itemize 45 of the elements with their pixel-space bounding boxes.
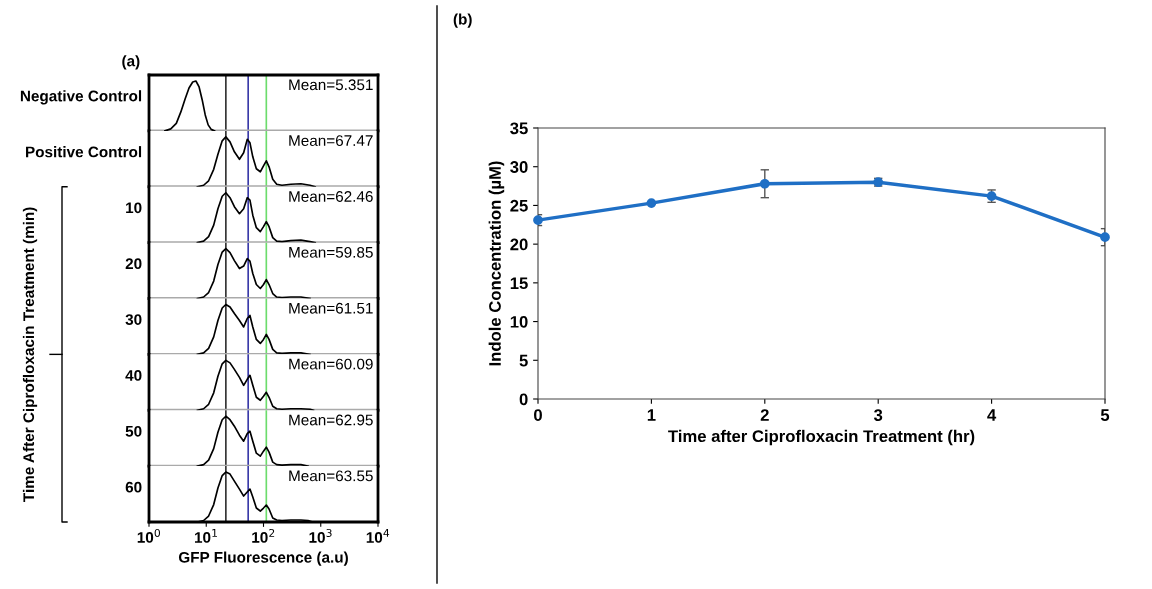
y-axis-title: 30 [125, 314, 142, 325]
y-axis-title: Negative Control [20, 90, 142, 105]
annotation: Mean=62.46 [289, 191, 373, 202]
y-axis-title: 20 [125, 258, 142, 270]
x-tick-label: 2 [760, 409, 769, 421]
point [759, 178, 770, 189]
y-axis-title: 50 [125, 425, 142, 437]
y-tick-label: 15 [510, 277, 528, 290]
y-axis-title: 10 [126, 202, 142, 214]
annotation: Mean=62.95 [289, 414, 373, 426]
annotation: Mean=61.51 [289, 302, 373, 314]
x-axis-title: Time after Ciprofloxacin Treatment (hr) [668, 429, 975, 446]
x-tick-label: 1 [647, 409, 656, 421]
x-tick-label: 10$^{4}$ [366, 529, 390, 543]
y-tick-label: 5 [519, 354, 528, 367]
x-tick-label: 5 [1100, 409, 1110, 421]
y-axis-title: 60 [125, 481, 142, 493]
x-tick-label: 10$^{2}$ [252, 528, 275, 543]
point [1100, 232, 1110, 243]
point [533, 215, 543, 226]
x-tick-label: 10$^{3}$ [309, 528, 332, 543]
x-axis-title: GFP Fluorescence (a.u) [178, 551, 348, 566]
y-tick-label: 30 [510, 161, 528, 173]
x-tick-label: 10$^{0}$ [137, 528, 161, 543]
annotation: Mean=59.85 [289, 246, 373, 258]
point [646, 198, 657, 208]
y-axis-title: Positive Control [26, 146, 142, 158]
y-tick-label: 20 [510, 238, 528, 251]
annotation: Mean=60.09 [289, 358, 373, 370]
x-tick-label: 3 [873, 409, 883, 421]
chart-title: (a) [122, 55, 140, 70]
y-axis-title: 40 [125, 370, 142, 381]
text: Time After Ciprofloxacin Treatment (min) [22, 207, 38, 502]
y-axis-title: Indole Concentration (µM) [488, 161, 505, 366]
annotation: Mean=63.55 [289, 470, 373, 482]
chart-title: (b) [453, 13, 472, 28]
y-tick-label: 25 [510, 199, 528, 212]
y-tick-label: 0 [519, 393, 528, 406]
annotation: Mean=5.351 [289, 79, 373, 91]
y-tick-label: 10 [510, 315, 528, 328]
annotation: Mean=67.47 [289, 135, 373, 147]
y-tick-label: 35 [510, 122, 528, 135]
x-tick-label: 4 [987, 409, 997, 421]
x-tick-label: 10$^{1}$ [194, 529, 217, 543]
x-tick-label: 0 [534, 409, 542, 421]
